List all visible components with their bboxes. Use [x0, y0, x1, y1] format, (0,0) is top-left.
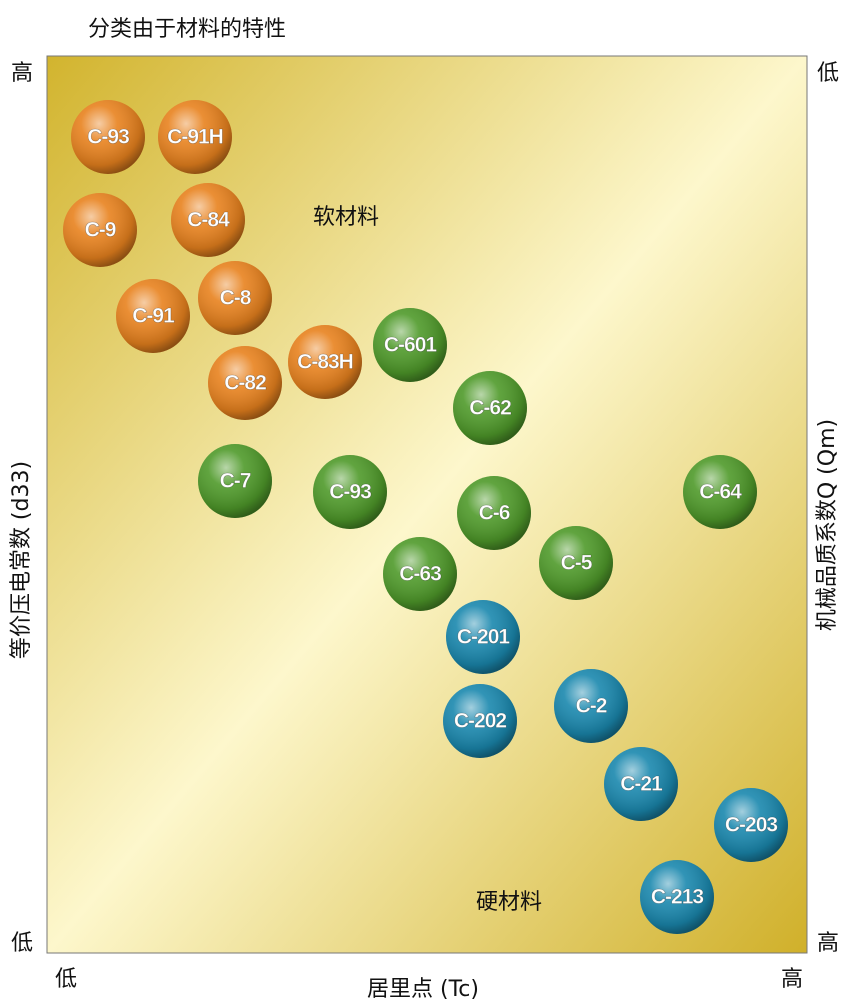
node: C-9 — [63, 193, 137, 267]
node-shine — [171, 183, 245, 257]
node-label: C-6 — [479, 502, 510, 525]
node-shine — [208, 346, 282, 420]
node: C-21 — [604, 747, 678, 821]
node-label: C-8 — [220, 287, 252, 310]
node: C-91H — [158, 100, 232, 174]
title: 分类由于材料的特性 — [88, 17, 286, 42]
node-label: C-202 — [454, 710, 507, 733]
node: C-7 — [198, 444, 272, 518]
node-label: C-201 — [457, 626, 511, 649]
node-shine — [683, 455, 757, 529]
node-shine — [604, 747, 678, 821]
node-label: C-9 — [85, 219, 116, 242]
x-axis-label: 居里点 (Tc) — [367, 977, 479, 1002]
bottom-high: 高 — [781, 967, 803, 992]
node: C-601 — [373, 308, 447, 382]
node-label: C-93 — [87, 126, 129, 149]
node: C-202 — [443, 684, 517, 758]
node-label: C-21 — [620, 773, 663, 796]
node-label: C-63 — [399, 563, 441, 586]
node-shine — [457, 476, 531, 550]
node-label: C-91 — [132, 305, 175, 328]
node-shine — [116, 279, 190, 353]
node-shine — [640, 860, 714, 934]
node: C-201 — [446, 600, 520, 674]
node-label: C-93 — [329, 481, 371, 504]
node-shine — [313, 455, 387, 529]
node-shine — [383, 537, 457, 611]
node: C-84 — [171, 183, 245, 257]
node-shine — [158, 100, 232, 174]
node: C-83H — [288, 325, 362, 399]
node-shine — [446, 600, 520, 674]
plot-area — [46, 55, 808, 954]
node-label: C-2 — [576, 695, 607, 718]
node: C-203 — [714, 788, 788, 862]
bottom-low: 低 — [55, 967, 77, 992]
node-shine — [63, 193, 137, 267]
y-left-label: 等价压电常数 (d33) — [9, 461, 34, 659]
node: C-63 — [383, 537, 457, 611]
node-shine — [539, 526, 613, 600]
node: C-5 — [539, 526, 613, 600]
node-label: C-91H — [167, 126, 223, 149]
node-shine — [71, 100, 145, 174]
hard-label: 硬材料 — [476, 890, 542, 915]
node-label: C-62 — [469, 397, 511, 420]
node-shine — [288, 325, 362, 399]
node-label: C-7 — [220, 470, 251, 493]
left-low: 低 — [11, 931, 33, 956]
node-label: C-82 — [224, 372, 266, 395]
node-shine — [373, 308, 447, 382]
node: C-2 — [554, 669, 628, 743]
node-shine — [198, 444, 272, 518]
node: C-82 — [208, 346, 282, 420]
node: C-93 — [71, 100, 145, 174]
node-shine — [453, 371, 527, 445]
right-low: 低 — [817, 61, 839, 86]
node-label: C-213 — [651, 886, 704, 909]
node-shine — [198, 261, 272, 335]
node-label: C-64 — [699, 481, 742, 504]
node: C-213 — [640, 860, 714, 934]
node-label: C-5 — [561, 552, 593, 575]
node-shine — [714, 788, 788, 862]
node: C-64 — [683, 455, 757, 529]
node: C-8 — [198, 261, 272, 335]
right-high: 高 — [817, 931, 839, 956]
y-right-label: 机械品质系数Q (Qm) — [815, 419, 840, 631]
left-high: 高 — [11, 61, 33, 86]
node-label: C-203 — [725, 814, 778, 837]
node: C-62 — [453, 371, 527, 445]
node: C-93 — [313, 455, 387, 529]
node-label: C-601 — [384, 334, 438, 357]
node-label: C-84 — [187, 209, 230, 232]
node-shine — [554, 669, 628, 743]
soft-label: 软材料 — [313, 205, 379, 230]
node: C-91 — [116, 279, 190, 353]
node-shine — [443, 684, 517, 758]
node-label: C-83H — [297, 351, 353, 374]
node: C-6 — [457, 476, 531, 550]
